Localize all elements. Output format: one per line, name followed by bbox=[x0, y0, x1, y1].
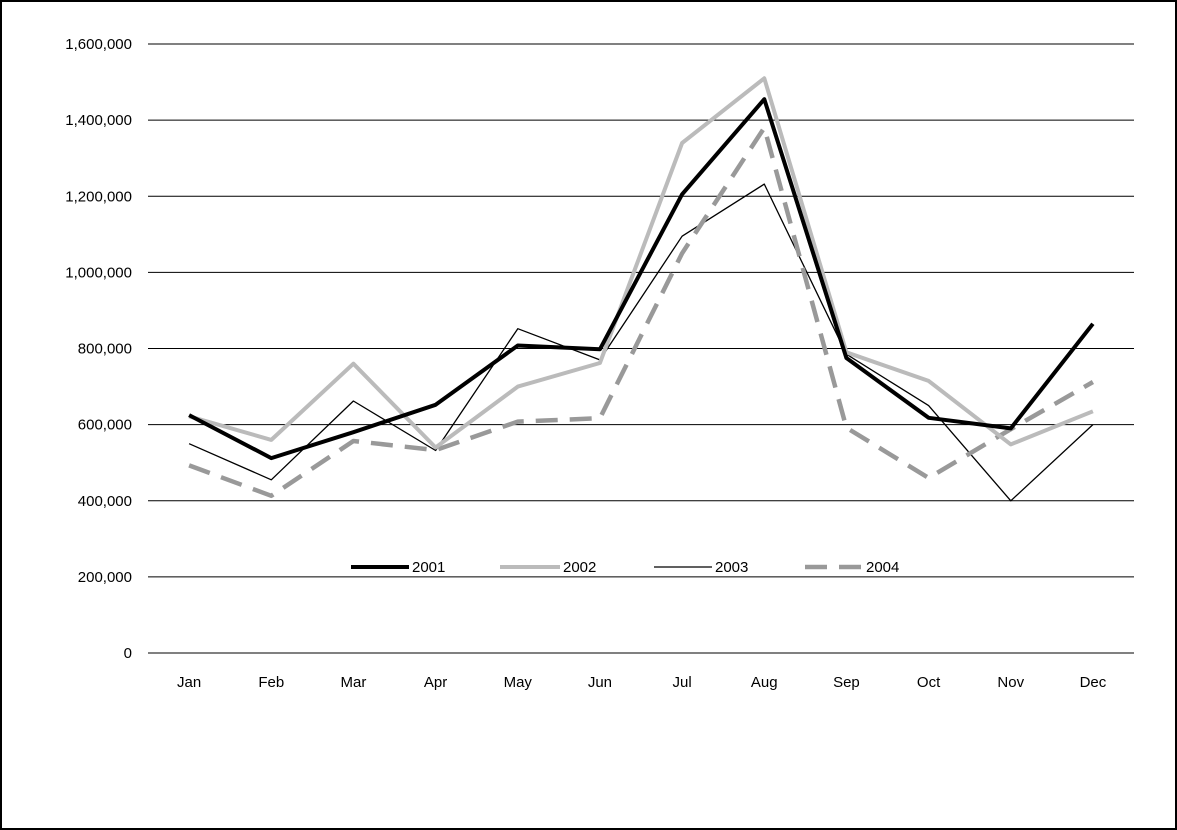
x-tick-label: Feb bbox=[258, 674, 284, 691]
y-tick-label: 1,400,000 bbox=[65, 112, 132, 129]
x-tick-label: Aug bbox=[751, 674, 778, 691]
series-line-2002 bbox=[188, 76, 1094, 450]
x-tick-label: Mar bbox=[340, 674, 366, 691]
x-tick-label: Sep bbox=[833, 674, 860, 691]
y-tick-label: 800,000 bbox=[78, 341, 132, 358]
x-tick-label: Jul bbox=[672, 674, 691, 691]
y-tick-label: 600,000 bbox=[78, 417, 132, 434]
x-tick-label: Oct bbox=[917, 674, 941, 691]
gridlines bbox=[148, 43, 1134, 654]
legend-label-2004: 2004 bbox=[866, 559, 899, 576]
y-tick-label: 400,000 bbox=[78, 493, 132, 510]
x-tick-label: Apr bbox=[424, 674, 447, 691]
x-axis-tick-labels: Jan Feb Mar Apr May Jun Jul Aug Sep Oct Nov Dec bbox=[177, 674, 1107, 691]
y-tick-label: 0 bbox=[124, 645, 132, 662]
x-tick-label: Dec bbox=[1080, 674, 1107, 691]
y-axis-tick-labels: 0 200,000 400,000 600,000 800,000 1,000,000 1,… bbox=[65, 36, 132, 662]
x-tick-label: Jun bbox=[588, 674, 612, 691]
legend: 2001 2002 2003 2004 bbox=[351, 559, 899, 576]
x-tick-label: Nov bbox=[997, 674, 1024, 691]
series-line-2003 bbox=[188, 183, 1094, 502]
legend-label-2003: 2003 bbox=[715, 559, 748, 576]
x-tick-label: Jan bbox=[177, 674, 201, 691]
y-tick-label: 1,200,000 bbox=[65, 188, 132, 205]
x-tick-label: May bbox=[504, 674, 533, 691]
legend-label-2001: 2001 bbox=[412, 559, 445, 576]
series-line-2004 bbox=[188, 125, 1095, 499]
series-lines bbox=[188, 76, 1095, 502]
series-line-2001 bbox=[188, 97, 1095, 461]
y-tick-label: 1,600,000 bbox=[65, 36, 132, 53]
y-tick-label: 1,000,000 bbox=[65, 264, 132, 281]
y-tick-label: 200,000 bbox=[78, 569, 132, 586]
legend-label-2002: 2002 bbox=[563, 559, 596, 576]
